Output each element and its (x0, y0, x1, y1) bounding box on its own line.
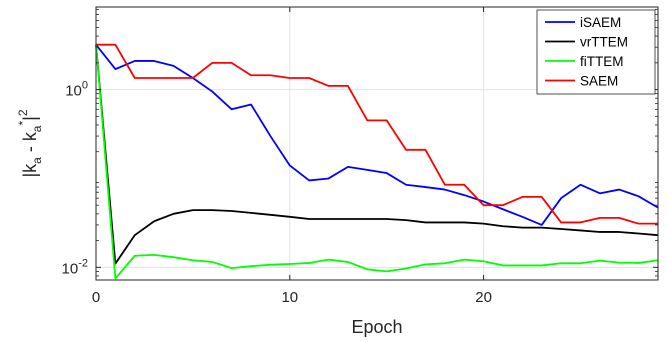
plot-border (95, 6, 659, 281)
x-axis-label: Epoch (351, 317, 402, 337)
series-SAEM-line (96, 43, 658, 225)
legend-label-iSAEM: iSAEM (580, 15, 621, 30)
x-tick-label: 10 (281, 289, 298, 306)
series-layer (95, 43, 659, 280)
y-axis-label: |ka - ka*|2 (16, 109, 44, 177)
x-tick-label: 0 (92, 289, 100, 306)
ticks: 0 10 20 10-2 100 (62, 7, 658, 306)
y-tick-label: 10-2 (62, 257, 88, 277)
series-vrTTEM-line (95, 44, 659, 265)
legend-label-vrTTEM: vrTTEM (580, 35, 628, 50)
legend: iSAEM vrTTEM fiTTEM SAEM (536, 9, 656, 95)
legend-label-fiTTEM: fiTTEM (580, 54, 624, 69)
legend-label-SAEM: SAEM (580, 74, 618, 89)
y-tick-label: 100 (65, 80, 88, 100)
series-fiTTEM-line (95, 44, 659, 280)
x-tick-label: 20 (475, 289, 492, 306)
series-iSAEM-line (95, 44, 659, 226)
